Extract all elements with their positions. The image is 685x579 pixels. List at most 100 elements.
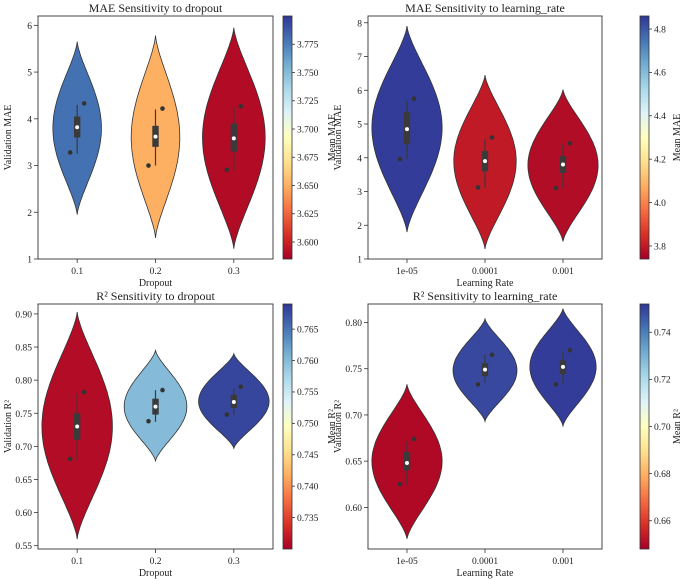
- y-axis-label: Validation MAE: [333, 105, 344, 171]
- x-axis-label: Dropout: [139, 568, 173, 579]
- chart-title: MAE Sensitivity to learning_rate: [405, 1, 565, 15]
- data-point: [146, 418, 151, 424]
- y-tick-label: 3: [357, 188, 362, 198]
- y-tick-label: 1: [27, 256, 32, 266]
- colorbar-tick-label: 0.68: [654, 470, 671, 480]
- median-marker: [153, 134, 158, 139]
- data-point: [475, 382, 481, 387]
- median-marker: [75, 424, 80, 429]
- y-tick-label: 3: [27, 162, 32, 172]
- colorbar-tick-label: 3.600: [297, 238, 319, 248]
- colorbar-tick-label: 0.760: [297, 357, 319, 367]
- y-tick-label: 0.75: [345, 365, 362, 375]
- y-axis-label: Validation R²: [333, 400, 344, 453]
- data-point: [567, 140, 573, 146]
- colorbar-tick-label: 4.0: [654, 199, 666, 209]
- colorbar-label: Mean R²: [672, 409, 683, 444]
- y-axis-label: Validation R²: [3, 400, 14, 453]
- y-tick-label: 8: [357, 19, 362, 29]
- x-tick-label: 0.2: [150, 267, 162, 277]
- y-tick-label: 0.70: [15, 443, 32, 453]
- colorbar-tick-label: 0.72: [654, 376, 671, 386]
- median-marker: [561, 364, 565, 369]
- median-marker: [561, 162, 565, 167]
- y-tick-label: 7: [357, 53, 362, 63]
- chart-title: R² Sensitivity to learning_rate: [413, 289, 558, 303]
- y-tick-label: 2: [357, 222, 362, 232]
- x-tick-label: 0.3: [228, 267, 240, 277]
- median-marker: [75, 125, 80, 130]
- x-axis-label: Learning Rate: [457, 278, 514, 289]
- colorbar-label: Mean MAE: [327, 114, 338, 162]
- x-axis-label: Learning Rate: [457, 568, 514, 579]
- x-axis-label: Dropout: [139, 278, 173, 289]
- colorbar-tick-label: 0.755: [297, 388, 319, 398]
- colorbar-tick-label: 3.775: [297, 41, 319, 51]
- x-tick-label: 0.0001: [472, 557, 498, 567]
- y-tick-label: 0.65: [15, 476, 32, 486]
- colorbar-tick-label: 0.735: [297, 514, 319, 524]
- data-point: [411, 436, 417, 442]
- x-tick-label: 0.001: [552, 267, 574, 277]
- colorbar-label: Mean MAE: [672, 114, 683, 162]
- data-point: [146, 163, 151, 168]
- y-tick-label: 4: [357, 154, 362, 164]
- colorbar: [639, 15, 650, 260]
- median-marker: [483, 159, 487, 164]
- chart-panel-1: MAE Sensitivity to dropout 1 2 3 4 5 6 0.1 0.2 0.…: [3, 1, 338, 289]
- colorbar-tick-label: 3.675: [297, 154, 319, 164]
- data-point: [224, 412, 230, 417]
- colorbar-tick-label: 4.6: [654, 69, 666, 79]
- colorbar-tick-label: 0.66: [654, 517, 671, 527]
- y-tick-label: 4: [27, 115, 32, 125]
- data-point: [567, 347, 573, 353]
- y-tick-label: 0.55: [15, 542, 32, 552]
- median-marker: [153, 404, 158, 409]
- y-tick-label: 0.60: [15, 509, 32, 519]
- x-tick-label: 1e-05: [396, 267, 418, 277]
- colorbar-tick-label: 0.750: [297, 420, 319, 430]
- data-point: [553, 382, 559, 387]
- y-tick-label: 0.75: [15, 410, 32, 420]
- median-marker: [483, 367, 487, 372]
- data-point: [411, 96, 417, 101]
- data-point: [397, 481, 403, 487]
- data-point: [81, 101, 87, 106]
- data-point: [238, 384, 244, 390]
- chart-panel-3: R² Sensitivity to dropout 0.55 0.60 0.65 0.7…: [3, 289, 338, 579]
- colorbar-tick-label: 3.625: [297, 210, 319, 220]
- y-tick-label: 0.60: [345, 504, 362, 514]
- colorbar: [639, 303, 650, 550]
- data-point: [67, 456, 73, 462]
- y-tick-label: 0.85: [15, 344, 32, 354]
- data-point: [553, 185, 559, 191]
- x-tick-label: 0.001: [552, 557, 574, 567]
- y-tick-label: 0.70: [345, 411, 362, 421]
- data-point: [489, 352, 495, 358]
- chart-title: R² Sensitivity to dropout: [96, 289, 215, 303]
- data-point: [238, 103, 244, 109]
- x-tick-label: 0.2: [150, 557, 162, 567]
- x-tick-label: 1e-05: [396, 557, 418, 567]
- colorbar-label: Mean R²: [327, 409, 338, 444]
- colorbar-tick-label: 4.8: [654, 25, 666, 35]
- y-tick-label: 0.80: [345, 319, 362, 329]
- x-tick-label: 0.1: [71, 557, 83, 567]
- colorbar-tick-label: 3.725: [297, 97, 319, 107]
- colorbar-tick-label: 0.74: [654, 329, 671, 339]
- colorbar: [282, 303, 293, 550]
- colorbar-tick-label: 4.2: [654, 155, 666, 165]
- x-tick-label: 0.1: [71, 267, 83, 277]
- data-point: [224, 167, 230, 173]
- colorbar: [282, 15, 293, 260]
- data-point: [475, 185, 481, 190]
- y-tick-label: 5: [27, 69, 32, 79]
- colorbar-tick-label: 3.650: [297, 182, 319, 192]
- colorbar-tick-label: 3.700: [297, 125, 319, 135]
- y-tick-label: 5: [357, 121, 362, 131]
- y-axis-label: Validation MAE: [3, 105, 14, 171]
- median-marker: [231, 400, 236, 404]
- y-tick-label: 0.65: [345, 458, 362, 468]
- colorbar-tick-label: 0.765: [297, 325, 319, 335]
